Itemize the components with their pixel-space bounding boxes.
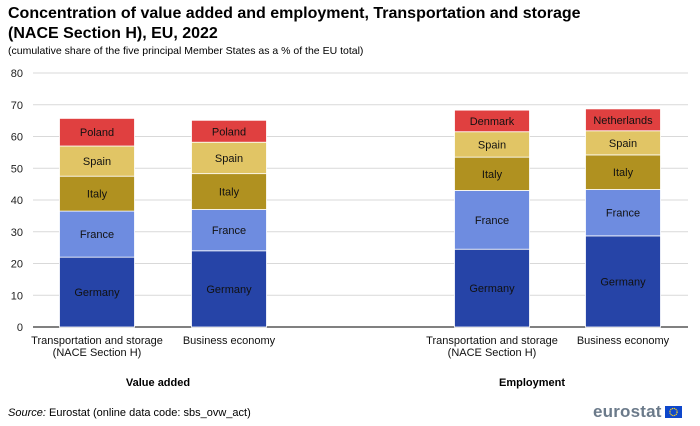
segment-label-france: France bbox=[80, 229, 114, 241]
segment-label-germany: Germany bbox=[74, 287, 120, 299]
segment-label-netherlands: Netherlands bbox=[593, 115, 653, 127]
source-text: Eurostat (online data code: sbs_ovw_act) bbox=[48, 407, 251, 419]
eu-flag-icon bbox=[664, 406, 682, 418]
segment-label-poland: Poland bbox=[212, 126, 246, 138]
segment-label-italy: Italy bbox=[87, 189, 108, 201]
x-category-label: (NACE Section H) bbox=[53, 347, 142, 359]
bar-segment-germany bbox=[585, 235, 661, 328]
bar-segment-netherlands bbox=[585, 108, 661, 132]
bar-segment-poland bbox=[191, 119, 267, 143]
x-category-label: Transportation and storage bbox=[426, 335, 558, 347]
bar-segment-france bbox=[59, 210, 135, 258]
bar-segment-germany bbox=[191, 250, 267, 328]
segment-label-italy: Italy bbox=[482, 169, 503, 181]
bar-segment-italy bbox=[585, 154, 661, 190]
x-category-label: Transportation and storage bbox=[31, 335, 163, 347]
bar-segment-spain bbox=[59, 145, 135, 177]
segment-label-italy: Italy bbox=[613, 167, 634, 179]
segment-label-france: France bbox=[475, 215, 509, 227]
eurostat-logo: eurostat bbox=[593, 402, 682, 422]
y-tick-label: 60 bbox=[11, 132, 23, 144]
bar-segment-italy bbox=[191, 173, 267, 210]
segment-label-spain: Spain bbox=[609, 138, 637, 150]
y-tick-label: 30 bbox=[11, 227, 23, 239]
eurostat-logo-text: eurostat bbox=[593, 402, 662, 421]
segment-label-germany: Germany bbox=[600, 276, 646, 288]
bar-segment-spain bbox=[191, 141, 267, 175]
chart-title: Concentration of value added and employm… bbox=[8, 5, 581, 42]
segment-label-poland: Poland bbox=[80, 127, 114, 139]
bar-segment-france bbox=[585, 189, 661, 237]
y-tick-label: 70 bbox=[11, 100, 23, 112]
bar-segment-france bbox=[191, 209, 267, 252]
y-tick-label: 50 bbox=[11, 163, 23, 175]
y-tick-label: 40 bbox=[11, 195, 23, 207]
source-note: Source: Eurostat (online data code: sbs_… bbox=[8, 407, 251, 419]
source-label: Source: bbox=[8, 407, 46, 419]
group-label: Value added bbox=[126, 377, 190, 389]
y-tick-label: 20 bbox=[11, 259, 23, 271]
x-category-label: Business economy bbox=[183, 335, 276, 347]
x-category-label: Business economy bbox=[577, 335, 670, 347]
x-category-label: (NACE Section H) bbox=[448, 347, 537, 359]
y-tick-label: 0 bbox=[17, 322, 23, 334]
bar-segment-poland bbox=[59, 118, 135, 147]
segment-label-france: France bbox=[606, 208, 640, 220]
segment-label-spain: Spain bbox=[478, 139, 506, 151]
segment-label-france: France bbox=[212, 225, 246, 237]
bar-segment-denmark bbox=[454, 109, 530, 133]
bar-segment-spain bbox=[454, 131, 530, 158]
group-label: Employment bbox=[499, 377, 565, 389]
bar-segment-italy bbox=[59, 175, 135, 212]
segment-label-denmark: Denmark bbox=[470, 116, 515, 128]
bar-segment-italy bbox=[454, 156, 530, 191]
segment-label-germany: Germany bbox=[206, 284, 252, 296]
segment-label-italy: Italy bbox=[219, 187, 240, 199]
bar-segment-germany bbox=[454, 248, 530, 328]
stacked-bar-chart: 0 10 20 30 40 50 60 70 80 Germany France Italy Spain… bbox=[11, 68, 688, 389]
y-tick-label: 80 bbox=[11, 68, 23, 80]
segment-label-spain: Spain bbox=[83, 156, 111, 168]
segment-label-germany: Germany bbox=[469, 283, 515, 295]
bar-segment-germany bbox=[59, 256, 135, 328]
y-tick-label: 10 bbox=[11, 290, 23, 302]
chart-subtitle: (cumulative share of the five principal … bbox=[8, 45, 364, 57]
segment-label-spain: Spain bbox=[215, 153, 243, 165]
bar-segment-spain bbox=[585, 130, 661, 156]
